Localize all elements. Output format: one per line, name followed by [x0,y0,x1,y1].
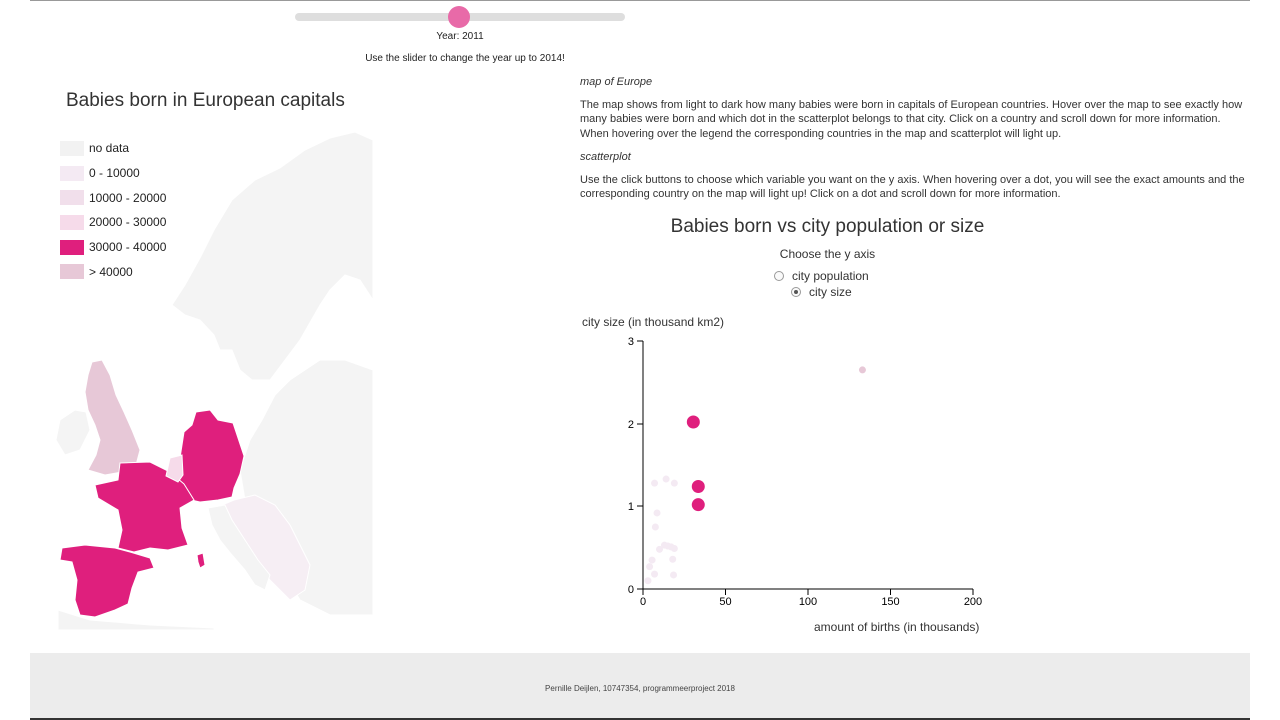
map-title: Babies born in European capitals [66,90,345,111]
radio-city-size[interactable]: city size [791,285,852,299]
scatter-point[interactable] [656,545,663,553]
year-label: Year: 2011 [436,31,484,42]
map-background-countries [55,131,374,631]
legend-label: 20000 - 30000 [89,215,167,230]
legend-swatch [60,214,84,230]
scatter-point[interactable] [662,475,670,483]
legend-swatch [60,140,84,156]
radio-label: city size [809,285,852,299]
map-legend: no data 0 - 10000 10000 - 20000 20000 - … [60,136,166,284]
scatter-point[interactable] [670,544,678,552]
y-tick-label: 0 [628,584,634,596]
scatter-axes: 0 1 2 3 0 50 100 150 200 [628,336,982,608]
legend-item-no-data[interactable]: no data [60,136,166,161]
y-axis-label: city size (in thousand km2) [582,315,725,329]
scatter-point[interactable] [644,577,652,585]
scatter-points [644,366,866,585]
radio-label: city population [792,269,869,283]
legend-item-0-10000[interactable]: 0 - 10000 [60,161,166,186]
map-country-united-kingdom[interactable] [84,359,141,476]
map-country-france[interactable] [94,461,195,553]
scatter-point[interactable] [858,366,866,374]
radio-button[interactable] [791,287,801,297]
scatterplot: 0 1 2 3 0 50 100 150 200 [628,336,982,608]
info-panel: map of Europe The map shows from light t… [580,75,1245,210]
legend-label: > 40000 [89,264,133,279]
y-tick-label: 2 [628,419,634,431]
scatter-point[interactable] [651,523,659,531]
map-country-germany[interactable] [177,409,245,503]
scatter-info-text: Use the click buttons to choose which va… [580,173,1245,201]
scatter-point[interactable] [653,509,661,517]
scatter-point[interactable] [691,498,705,512]
europe-map[interactable] [0,0,580,650]
legend-label: 30000 - 40000 [89,240,167,255]
x-tick-label: 150 [881,596,899,608]
scatter-point[interactable] [686,415,700,429]
y-tick-label: 3 [628,336,634,348]
slider-hint: Use the slider to change the year up to … [365,53,565,64]
x-tick-label: 50 [719,596,731,608]
map-region-north-africa[interactable] [57,609,215,631]
scatter-point[interactable] [651,479,659,487]
scatter-point[interactable] [691,479,705,493]
x-tick-label: 0 [640,596,646,608]
x-axis-label: amount of births (in thousands) [814,620,980,634]
scatter-info-heading: scatterplot [580,150,631,163]
map-country-sardinia[interactable] [196,552,206,569]
scatter-point[interactable] [651,570,659,578]
map-info-heading: map of Europe [580,76,653,88]
legend-item-30000-40000[interactable]: 30000 - 40000 [60,235,166,260]
scatter-title: Babies born vs city population or size [670,216,985,237]
footer: Pernille Deijlen, 10747354, programmeerp… [30,653,1250,718]
scatter-point[interactable] [646,563,654,571]
legend-item-20000-30000[interactable]: 20000 - 30000 [60,210,166,235]
legend-item-10000-20000[interactable]: 10000 - 20000 [60,185,166,210]
scatter-point[interactable] [669,555,677,563]
legend-swatch [60,165,84,181]
legend-swatch [60,239,84,255]
map-region-ireland[interactable] [55,409,91,456]
top-divider [30,0,1250,1]
radio-button[interactable] [774,271,784,281]
footer-credit: Pernille Deijlen, 10747354, programmeerp… [545,684,735,693]
legend-swatch [60,264,84,280]
map-country-spain[interactable] [59,544,155,618]
year-slider-handle[interactable] [448,6,470,28]
legend-swatch [60,190,84,206]
map-info-text: The map shows from light to dark how man… [580,98,1243,141]
map-country-benelux[interactable] [165,454,184,483]
x-tick-label: 100 [799,596,817,608]
y-axis-choose-label: Choose the y axis [779,247,876,261]
legend-label: 10000 - 20000 [89,190,167,205]
radio-city-population[interactable]: city population [774,269,869,283]
map-region-scandinavia[interactable] [171,131,374,381]
scatter-point[interactable] [648,556,656,564]
map-region-italy[interactable] [207,504,271,591]
scatter-point[interactable] [670,479,678,487]
y-tick-label: 1 [628,501,634,513]
bottom-divider [30,718,1250,720]
x-tick-label: 200 [964,596,982,608]
legend-label: no data [89,141,130,156]
scatter-point[interactable] [670,571,678,579]
legend-item-over-40000[interactable]: > 40000 [60,259,166,284]
legend-label: 0 - 10000 [89,166,140,181]
